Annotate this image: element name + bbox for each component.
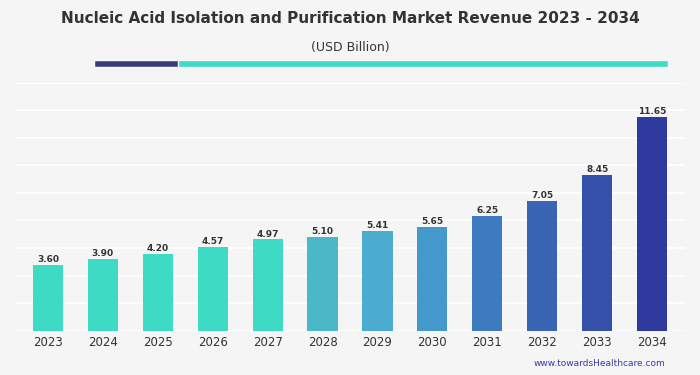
Text: (USD Billion): (USD Billion) xyxy=(311,41,389,54)
Text: 5.10: 5.10 xyxy=(312,227,333,236)
Text: 3.60: 3.60 xyxy=(37,255,59,264)
Text: 5.41: 5.41 xyxy=(366,221,389,230)
Bar xyxy=(637,117,667,331)
Bar xyxy=(307,237,337,331)
Text: Nucleic Acid Isolation and Purification Market Revenue 2023 - 2034: Nucleic Acid Isolation and Purification … xyxy=(61,11,639,26)
Text: 11.65: 11.65 xyxy=(638,106,666,116)
Text: 4.20: 4.20 xyxy=(147,244,169,253)
Bar xyxy=(143,254,173,331)
Text: 8.45: 8.45 xyxy=(586,165,608,174)
Text: 6.25: 6.25 xyxy=(476,206,498,215)
Bar xyxy=(33,265,63,331)
Bar xyxy=(417,227,447,331)
Text: 3.90: 3.90 xyxy=(92,249,114,258)
Text: 4.57: 4.57 xyxy=(202,237,224,246)
Bar xyxy=(253,240,283,331)
Text: 4.97: 4.97 xyxy=(256,230,279,238)
Bar xyxy=(88,259,118,331)
Text: 5.65: 5.65 xyxy=(421,217,443,226)
Bar xyxy=(363,231,393,331)
Bar xyxy=(197,247,228,331)
Bar xyxy=(527,201,557,331)
Bar xyxy=(473,216,503,331)
Text: www.towardsHealthcare.com: www.towardsHealthcare.com xyxy=(533,358,665,368)
Bar xyxy=(582,176,612,331)
Text: 7.05: 7.05 xyxy=(531,191,553,200)
